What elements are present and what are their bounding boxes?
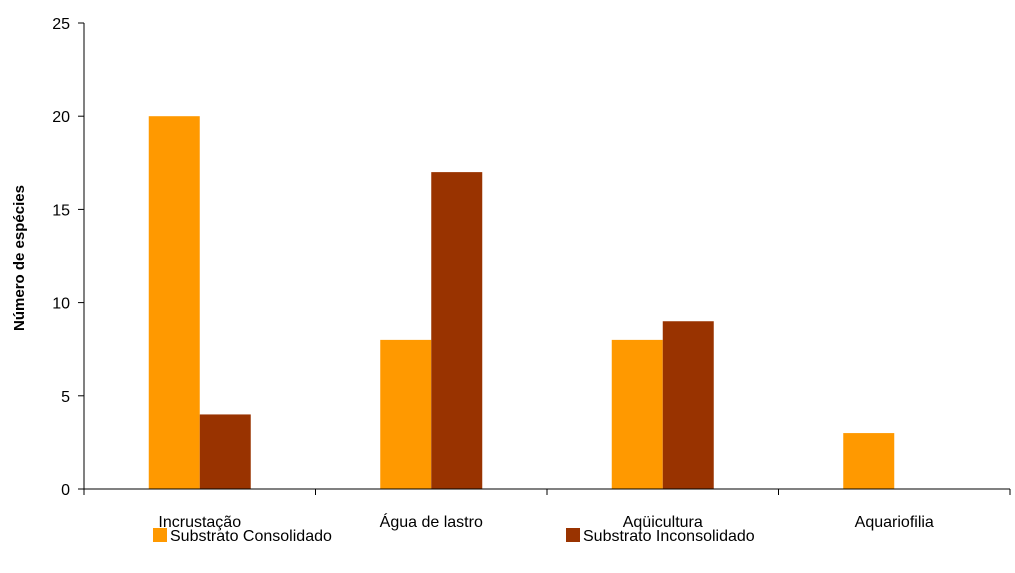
legend-swatch bbox=[153, 528, 167, 542]
legend-swatch bbox=[566, 528, 580, 542]
x-ticks-group: Incrustação Água de lastro Aqüicultura Aqua… bbox=[84, 489, 1010, 531]
bar-substrato-consolidado bbox=[149, 116, 200, 489]
y-tick-label: 0 bbox=[61, 482, 70, 499]
y-tick-label: 20 bbox=[52, 109, 70, 126]
y-tick-label: 5 bbox=[61, 389, 70, 406]
x-category-label: Água de lastro bbox=[380, 512, 483, 531]
y-axis-title: Número de espécies bbox=[11, 185, 28, 331]
bar-substrato-inconsolidado bbox=[663, 321, 714, 489]
y-tick-label: 25 bbox=[52, 16, 70, 33]
y-tick-label: 10 bbox=[52, 296, 70, 313]
y-tick-label: 15 bbox=[52, 202, 70, 219]
bar-substrato-consolidado bbox=[843, 433, 894, 489]
bar-substrato-consolidado bbox=[380, 340, 431, 489]
legend-label: Substrato Consolidado bbox=[170, 528, 332, 545]
bar-substrato-inconsolidado bbox=[200, 414, 251, 489]
legend-label: Substrato Inconsolidado bbox=[583, 528, 755, 545]
bar-substrato-inconsolidado bbox=[431, 172, 482, 489]
y-ticks-group: 0 5 10 15 20 25 bbox=[52, 16, 84, 499]
bars-group bbox=[149, 116, 895, 489]
x-category-label: Aquariofilia bbox=[855, 514, 934, 531]
bar-substrato-consolidado bbox=[612, 340, 663, 489]
